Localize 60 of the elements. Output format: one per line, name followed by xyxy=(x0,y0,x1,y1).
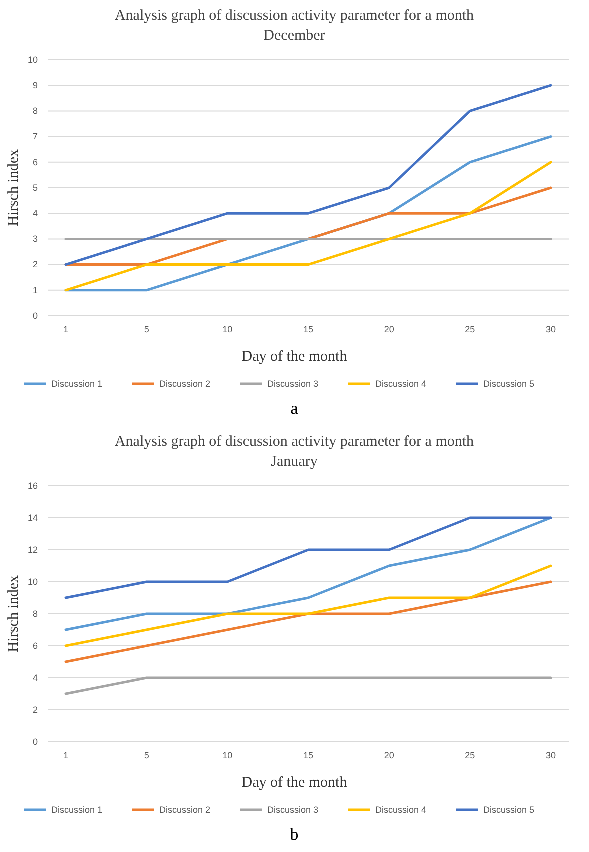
x-tick-label: 30 xyxy=(546,324,556,334)
line-series xyxy=(64,161,552,292)
x-tick-label: 1 xyxy=(63,750,69,760)
chart-subtitle: January xyxy=(271,454,318,470)
y-tick-label: 1 xyxy=(32,285,38,296)
y-tick-label: 2 xyxy=(32,260,38,270)
chart-title: Analysis graph of discussion activity parameter for a month xyxy=(114,434,475,450)
legend-label: Discussion 4 xyxy=(376,805,427,815)
x-tick-label: 5 xyxy=(144,324,150,334)
x-tick-label: 15 xyxy=(303,324,314,334)
y-tick-label: 4 xyxy=(32,208,38,218)
legend-label: Discussion 1 xyxy=(52,379,103,389)
text: a xyxy=(290,399,299,418)
line-series xyxy=(64,84,552,266)
legend-label: Discussion 3 xyxy=(268,379,319,389)
legend-label: Discussion 3 xyxy=(268,805,319,815)
x-tick-label: 10 xyxy=(222,750,233,760)
legend-label: Discussion 2 xyxy=(160,805,211,815)
legend-label: Discussion 2 xyxy=(160,379,211,389)
line-series xyxy=(64,580,552,664)
x-tick-label: 25 xyxy=(465,750,476,760)
x-tick-label: 5 xyxy=(144,750,150,760)
x-tick-label: 20 xyxy=(384,750,394,760)
y-tick-label: 12 xyxy=(28,544,38,555)
text: b xyxy=(290,825,299,844)
y-tick-label: 9 xyxy=(32,80,38,90)
y-tick-label: 3 xyxy=(32,234,38,244)
y-tick-label: 4 xyxy=(32,672,38,683)
y-tick-label: 8 xyxy=(32,608,38,619)
y-tick-label: 7 xyxy=(32,132,38,142)
y-tick-label: 0 xyxy=(32,736,38,747)
x-axis-title: Day of the month xyxy=(242,775,348,791)
x-axis-title: Day of the month xyxy=(242,349,348,365)
y-tick-label: 6 xyxy=(32,157,38,168)
x-tick-label: 10 xyxy=(222,324,233,334)
y-axis-title: Hirsch index xyxy=(6,574,22,653)
x-tick-label: 20 xyxy=(384,324,394,334)
chart-title: Analysis graph of discussion activity parameter for a month xyxy=(114,8,475,24)
y-tick-label: 2 xyxy=(32,704,38,715)
x-tick-label: 15 xyxy=(303,750,314,760)
line-series xyxy=(64,516,552,600)
chart-subtitle: December xyxy=(264,28,326,44)
y-tick-label: 14 xyxy=(28,512,38,523)
x-tick-label: 25 xyxy=(465,324,476,334)
y-tick-label: 5 xyxy=(32,182,38,193)
y-tick-label: 0 xyxy=(32,310,38,321)
y-tick-label: 6 xyxy=(32,640,38,651)
legend-label: Discussion 5 xyxy=(484,379,535,389)
y-tick-label: 16 xyxy=(28,480,38,491)
line-series xyxy=(64,564,552,648)
y-tick-label: 10 xyxy=(28,576,38,587)
legend-label: Discussion 5 xyxy=(484,805,535,815)
y-tick-label: 8 xyxy=(32,106,38,116)
y-axis-title: Hirsch index xyxy=(6,148,22,227)
line-series xyxy=(64,516,552,632)
y-tick-label: 10 xyxy=(28,54,38,65)
x-tick-label: 1 xyxy=(63,324,69,334)
legend-label: Discussion 1 xyxy=(52,805,103,815)
x-tick-label: 30 xyxy=(546,750,556,760)
legend-label: Discussion 4 xyxy=(376,379,427,389)
